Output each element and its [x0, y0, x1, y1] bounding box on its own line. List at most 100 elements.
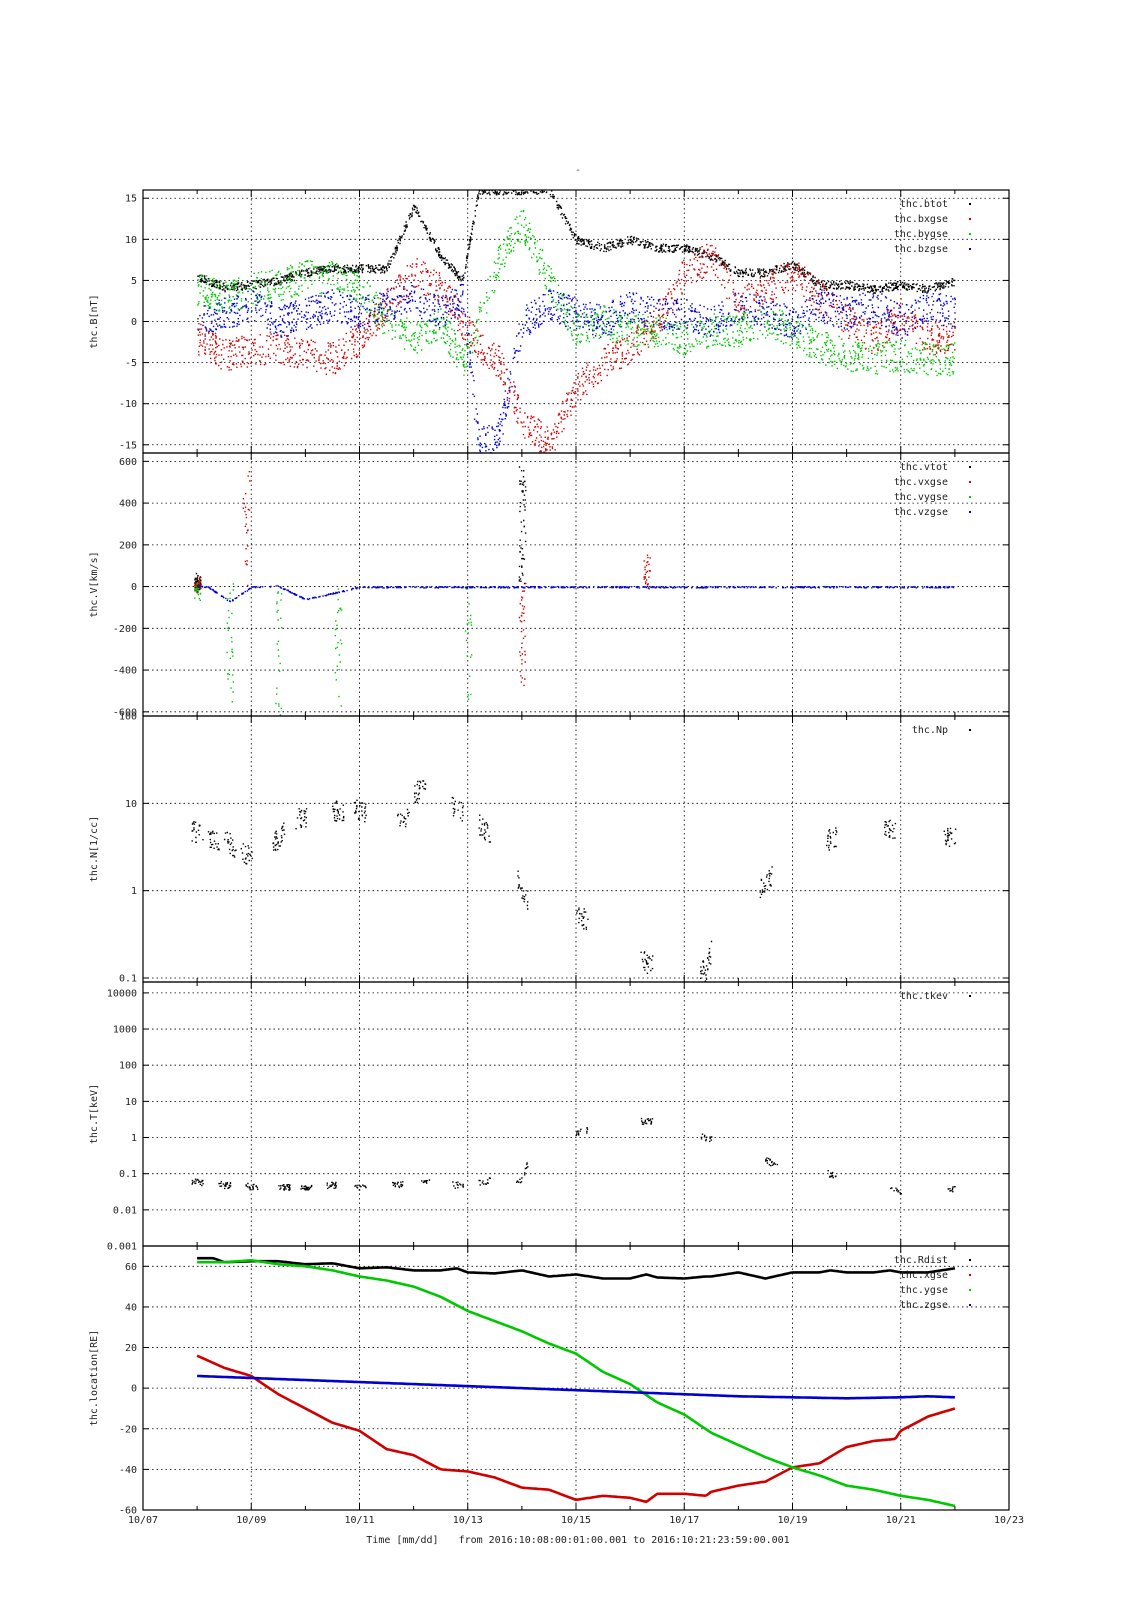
panel-V-data — [194, 466, 955, 716]
series-points-thc-tkev — [191, 1117, 956, 1195]
panel-N-ylabel: thc.N[1/cc] — [89, 816, 100, 882]
legend-marker-thc-xgse — [969, 1274, 971, 1276]
x-tick-label: 10/13 — [453, 1515, 483, 1526]
x-tick-label: 10/09 — [236, 1515, 266, 1526]
panel-T-ytick-label: 100 — [119, 1061, 137, 1072]
x-tick-label: 10/15 — [561, 1515, 591, 1526]
panel-B-data — [197, 190, 956, 453]
panel-B-ytick-label: 5 — [131, 276, 137, 287]
panel-V: -600 -400 -200 0 200 400 600 thc.V[km/s] thc.vto… — [89, 452, 1010, 718]
x-tick-label: 10/07 — [128, 1515, 158, 1526]
panel-V-ytick-label: 0 — [131, 582, 137, 593]
panel-V-ylabel: thc.V[km/s] — [89, 551, 100, 617]
panel-B-ytick-label: -15 — [119, 440, 137, 451]
legend-marker-thc-bygse — [969, 233, 971, 235]
plot-title: - — [575, 165, 581, 176]
panel-location: -60 -40 -20 0 20 40 60 thc.location[RE] thc.Rdis… — [89, 1245, 1010, 1517]
series-thc-btot — [197, 190, 956, 294]
series-points-thc-vygse — [194, 582, 473, 716]
series-thc-vzgse — [197, 585, 955, 603]
panel-B-ytick-label: 0 — [131, 317, 137, 328]
panel-location-ytick-label: 60 — [125, 1262, 137, 1273]
legend-marker-thc-zgse — [969, 1304, 971, 1306]
panel-B-ylabel: thc.B[nT] — [89, 294, 100, 348]
x-tick-label: 10/21 — [886, 1515, 916, 1526]
panel-location-ylabel: thc.location[RE] — [89, 1330, 100, 1426]
panel-location-ytick-label: 0 — [131, 1384, 137, 1395]
legend-label-thc-bygse: thc.bygse — [894, 229, 948, 240]
series-thc-vygse — [194, 582, 473, 716]
panel-T: 0.001 0.01 0.1 1 10 100 1000 10000 thc.T[keV] thc… — [89, 981, 1010, 1253]
panel-V-ytick-label: -400 — [113, 666, 137, 677]
legend-marker-thc-ygse — [969, 1289, 971, 1291]
series-thc-xgse — [196, 1354, 956, 1504]
series-points-thc-Np — [191, 780, 957, 982]
series-line-thc-ygse — [197, 1259, 956, 1508]
panel-T-ytick-label: 1 — [131, 1133, 137, 1144]
legend-label-thc-btot: thc.btot — [900, 199, 948, 210]
legend-label-thc-vygse: thc.vygse — [894, 492, 948, 503]
series-thc-vtot — [194, 466, 527, 593]
legend-marker-thc-vzgse — [969, 511, 971, 513]
panel-V-ytick-label: 600 — [119, 457, 137, 468]
panel-location-ytick-label: -20 — [119, 1424, 137, 1435]
panel-T-ytick-label: 0.01 — [113, 1205, 137, 1216]
legend-marker-thc-Np — [969, 729, 971, 731]
series-thc-ygse — [197, 1259, 956, 1508]
panel-N: 0.1 1 10 100 thc.N[1/cc] thc.Np — [89, 712, 1010, 985]
panel-B-ytick-label: 15 — [125, 194, 137, 205]
legend-marker-thc-vxgse — [969, 481, 971, 483]
panel-N-ytick-label: 100 — [119, 712, 137, 723]
x-tick-label: 10/23 — [994, 1515, 1024, 1526]
panel-N-ytick-label: 1 — [131, 886, 137, 897]
legend-marker-thc-bxgse — [969, 218, 971, 220]
panel-location-data — [196, 1256, 956, 1508]
panel-location-ytick-label: -40 — [119, 1465, 137, 1476]
panels-group: -15-10-5051015thc.B[nT]thc.btotthc.bxgse… — [89, 189, 1024, 1526]
panel-T-ytick-label: 1000 — [113, 1025, 137, 1036]
panel-T-ytick-label: 0.1 — [119, 1169, 137, 1180]
x-tick-label: 10/17 — [669, 1515, 699, 1526]
panel-N-data — [191, 780, 957, 982]
panel-T-data — [191, 1117, 956, 1195]
legend-label-thc-Rdist: thc.Rdist — [894, 1255, 948, 1266]
legend-marker-thc-vtot — [969, 466, 971, 468]
panel-N-ytick-label: 10 — [125, 799, 137, 810]
x-tick-label: 10/11 — [344, 1515, 374, 1526]
legend-marker-thc-bzgse — [969, 248, 971, 250]
series-points-thc-btot — [197, 190, 956, 294]
panel-B-ytick-label: 10 — [125, 235, 137, 246]
series-line-thc-Rdist — [197, 1256, 956, 1280]
panel-T-ytick-label: 10 — [125, 1097, 137, 1108]
panel-V-ytick-label: -200 — [113, 624, 137, 635]
panel-location-ytick-label: 20 — [125, 1343, 137, 1354]
series-points-thc-vtot — [194, 466, 527, 593]
panel-V-ytick-label: 200 — [119, 540, 137, 551]
series-points-thc-vzgse — [197, 585, 955, 603]
panel-T-ylabel: thc.T[keV] — [89, 1084, 100, 1144]
legend-label-thc-zgse: thc.zgse — [900, 1300, 948, 1311]
panel-B-ytick-label: -5 — [125, 358, 137, 369]
series-thc-bzgse — [197, 281, 956, 453]
legend-marker-thc-vygse — [969, 496, 971, 498]
panel-B: -15 -10 -5 0 5 10 15 thc.B[nT] thc.btot thc.bxgse… — [89, 189, 1010, 454]
legend-label-thc-xgse: thc.xgse — [900, 1270, 948, 1281]
series-points-thc-bzgse — [197, 281, 956, 453]
panel-B-ytick-label: -10 — [119, 399, 137, 410]
series-thc-tkev — [191, 1117, 956, 1195]
legend-marker-thc-Rdist — [969, 1259, 971, 1261]
panel-location-ytick-label: 40 — [125, 1302, 137, 1313]
series-thc-zgse — [197, 1374, 955, 1400]
x-axis-range-text: from 2016:10:08:00:01:00.001 to 2016:10:… — [459, 1535, 790, 1546]
x-axis-label-text: Time [mm/dd] — [366, 1535, 438, 1546]
panel-location-ytick-label: -60 — [119, 1506, 137, 1517]
panel-location-frame — [142, 1245, 1010, 1511]
series-thc-Rdist — [197, 1256, 956, 1280]
legend-label-thc-vzgse: thc.vzgse — [894, 507, 948, 518]
legend-label-thc-Np: thc.Np — [912, 725, 948, 736]
panel-T-ytick-label: 10000 — [107, 988, 137, 999]
panel-V-ytick-label: -600 — [113, 707, 137, 718]
x-tick-label: 10/19 — [777, 1515, 807, 1526]
panel-N-ytick-label: 0.1 — [119, 974, 137, 985]
